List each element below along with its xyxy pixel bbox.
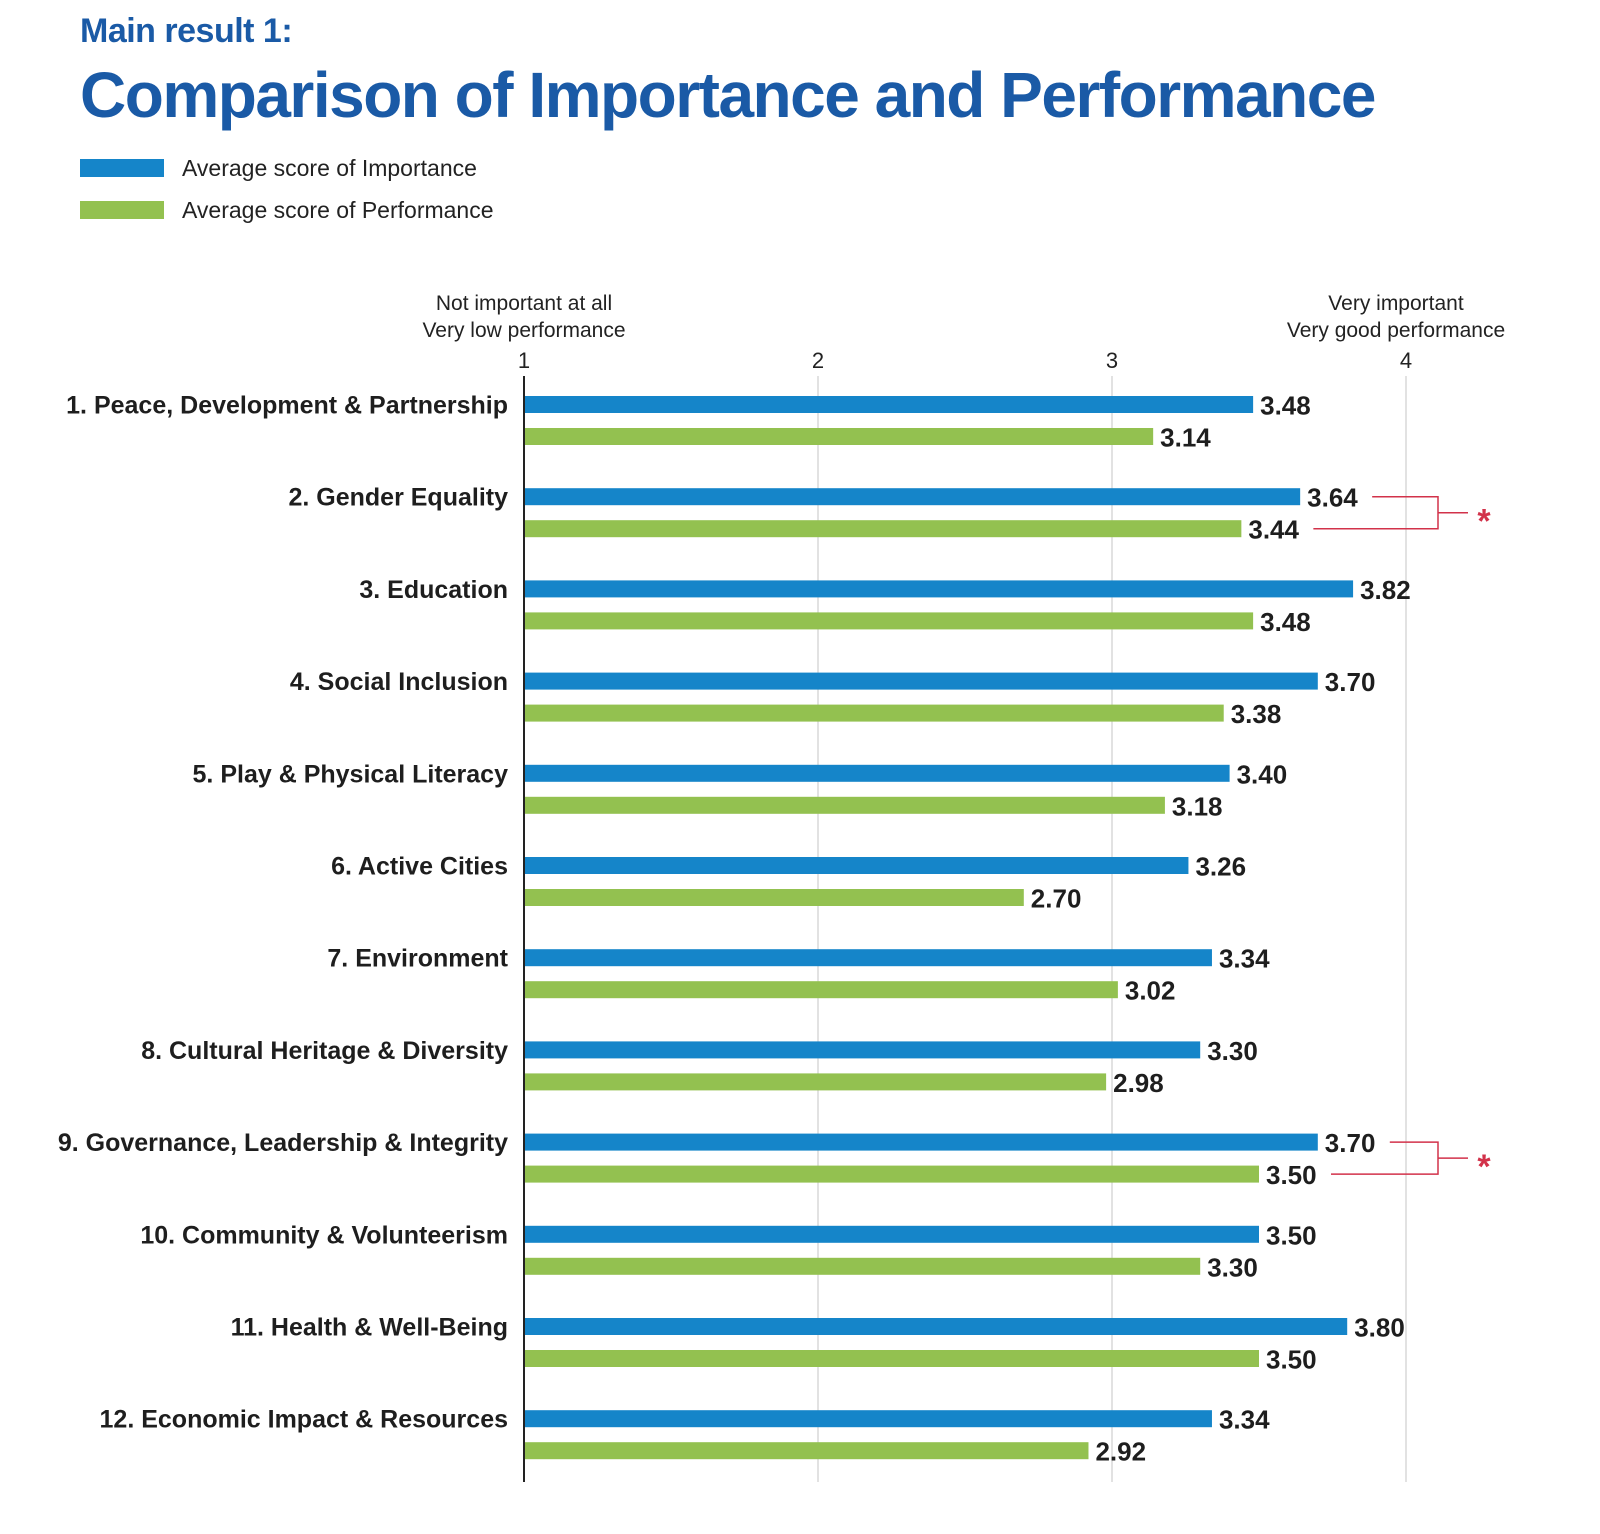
category-label: 12. Economic Impact & Resources (100, 1406, 508, 1434)
bar-performance (525, 612, 1254, 630)
bar-performance (525, 520, 1242, 538)
data-label-importance: 3.82 (1360, 575, 1411, 605)
data-label-importance: 3.70 (1325, 667, 1376, 697)
data-label-performance: 3.14 (1160, 423, 1211, 453)
data-label-performance: 3.30 (1207, 1252, 1258, 1282)
data-label-importance: 3.40 (1237, 759, 1288, 789)
bar-importance (525, 857, 1189, 874)
data-label-importance: 3.70 (1325, 1128, 1376, 1158)
data-label-importance: 3.50 (1266, 1220, 1317, 1250)
data-label-performance: 3.38 (1231, 699, 1282, 729)
bar-performance (525, 1257, 1201, 1275)
category-label: 6. Active Cities (331, 853, 508, 881)
category-label: 9. Governance, Leadership & Integrity (58, 1129, 508, 1157)
data-label-importance: 3.34 (1219, 944, 1270, 974)
category-label: 10. Community & Volunteerism (140, 1221, 508, 1249)
category-label: 5. Play & Physical Literacy (193, 760, 509, 788)
legend-label-importance: Average score of Importance (182, 154, 477, 181)
data-label-importance: 3.80 (1354, 1313, 1405, 1343)
legend-item-performance: Average score of Performance (80, 195, 494, 225)
bar-performance (525, 1442, 1089, 1460)
legend-item-importance: Average score of Importance (80, 153, 477, 183)
bar-performance (525, 1165, 1259, 1183)
data-label-importance: 3.30 (1207, 1036, 1258, 1066)
bar-importance (525, 949, 1212, 967)
category-label: 11. Health & Well-Being (231, 1314, 508, 1342)
significance-mark: * (1477, 1148, 1491, 1186)
bars (525, 396, 1354, 1460)
axis-left-annotation-line1: Not important at all (436, 292, 612, 315)
data-label-performance: 2.92 (1095, 1437, 1146, 1467)
bar-importance (525, 1318, 1348, 1335)
data-label-performance: 3.44 (1248, 515, 1299, 545)
data-label-performance: 3.48 (1260, 607, 1311, 637)
subtitle: Main result 1: (80, 12, 293, 50)
axis-left-annotation-line2: Very low performance (422, 319, 625, 342)
bar-importance (525, 1410, 1212, 1428)
bar-importance (525, 1041, 1201, 1059)
bar-performance (525, 704, 1224, 722)
bar-importance (525, 764, 1230, 782)
data-label-performance: 3.50 (1266, 1345, 1317, 1375)
bar-importance (525, 1225, 1259, 1243)
bar-performance (525, 796, 1165, 814)
x-tick-label: 3 (1106, 348, 1118, 373)
bar-importance (525, 672, 1318, 690)
bar-performance (525, 1073, 1107, 1091)
legend-swatch-performance (80, 201, 164, 219)
axis-right-annotation-line2: Very good performance (1287, 319, 1505, 342)
bar-performance (525, 428, 1154, 445)
grid-lines (817, 376, 1407, 1482)
category-label: 2. Gender Equality (288, 484, 508, 512)
category-label: 3. Education (359, 576, 508, 604)
data-label-performance: 3.18 (1172, 791, 1223, 821)
category-label: 1. Peace, Development & Partnership (66, 392, 508, 420)
x-tick-label: 2 (812, 348, 824, 373)
legend-label-performance: Average score of Performance (182, 196, 494, 223)
significance-bracket (1313, 495, 1468, 530)
data-label-importance: 3.26 (1195, 852, 1246, 882)
legend-swatch-importance (80, 159, 164, 177)
bar-importance (525, 580, 1354, 598)
data-label-importance: 3.34 (1219, 1405, 1270, 1435)
bar-importance (525, 1133, 1318, 1151)
data-label-importance: 3.64 (1307, 483, 1358, 513)
data-label-performance: 2.70 (1031, 884, 1082, 914)
labels: 1 2 3 4 1. Peace, Development & Partnership 3… (58, 348, 1492, 1467)
data-label-performance: 2.98 (1113, 1068, 1164, 1098)
category-label: 4. Social Inclusion (290, 668, 508, 696)
x-tick-label: 4 (1400, 348, 1412, 373)
data-label-performance: 3.50 (1266, 1160, 1317, 1190)
page-title: Comparison of Importance and Performance (80, 59, 1376, 131)
category-label: 7. Environment (327, 945, 508, 973)
bar-performance (525, 889, 1024, 906)
data-label-importance: 3.48 (1260, 391, 1311, 421)
axis-right-annotation-line1: Very important (1328, 292, 1464, 315)
bar-performance (525, 981, 1118, 999)
bar-importance (525, 488, 1301, 506)
significance-mark: * (1477, 503, 1491, 541)
data-label-performance: 3.02 (1125, 976, 1176, 1006)
category-label: 8. Cultural Heritage & Diversity (141, 1037, 508, 1065)
bar-importance (525, 396, 1254, 413)
bar-performance (525, 1350, 1259, 1367)
significance-bracket (1331, 1141, 1468, 1175)
x-tick-label: 1 (518, 348, 530, 373)
